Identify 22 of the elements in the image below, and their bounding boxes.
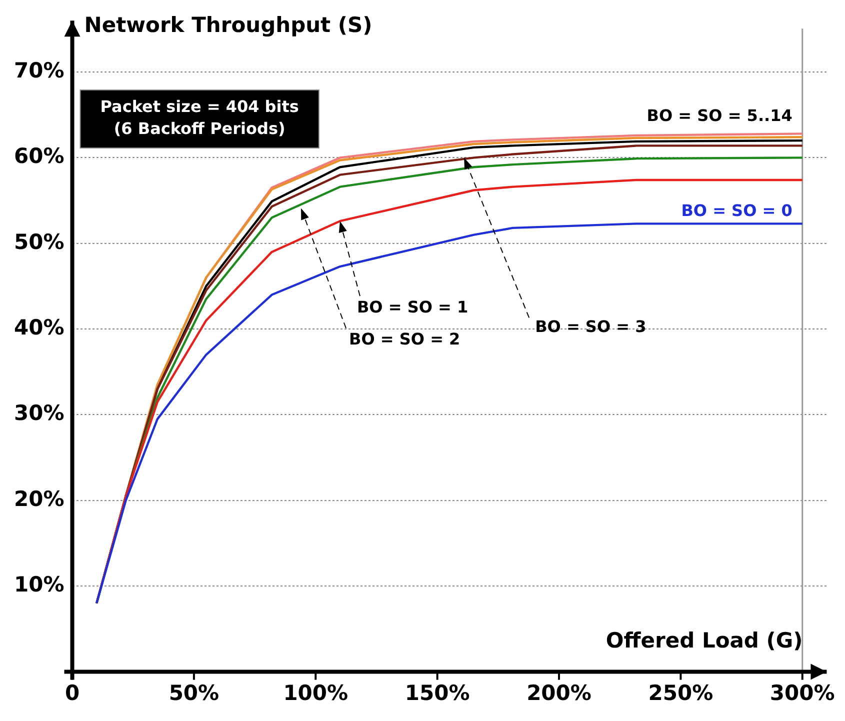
x-axis-title: Offered Load (G)	[606, 628, 803, 652]
annotation: BO = SO = 5..14	[646, 106, 792, 125]
x-tick-label: 250%	[648, 680, 714, 705]
y-tick-label: 30%	[14, 401, 64, 426]
x-tick-label: 150%	[404, 680, 470, 705]
annotation: BO = SO = 0	[681, 200, 792, 220]
x-tick-label: 200%	[526, 680, 592, 705]
y-tick-label: 20%	[14, 486, 64, 511]
y-tick-label: 10%	[14, 572, 64, 597]
annotation: BO = SO = 1	[356, 297, 468, 316]
y-axis-title: Network Throughput (S)	[84, 13, 372, 38]
y-tick-label: 60%	[14, 144, 64, 168]
annotation: BO = SO = 2	[349, 329, 460, 348]
y-tick-label: 40%	[14, 316, 64, 340]
y-tick-label: 50%	[14, 230, 64, 254]
annotation: BO = SO = 3	[535, 316, 646, 336]
x-tick-label: 300%	[770, 680, 835, 705]
y-tick-label: 70%	[14, 58, 64, 82]
annotation: Packet size = 404 bits (6 Backoff Periods)	[100, 97, 299, 138]
x-tick-label: 100%	[283, 680, 348, 705]
x-tick-label: 0	[64, 680, 80, 705]
x-tick-label: 50%	[168, 680, 220, 705]
